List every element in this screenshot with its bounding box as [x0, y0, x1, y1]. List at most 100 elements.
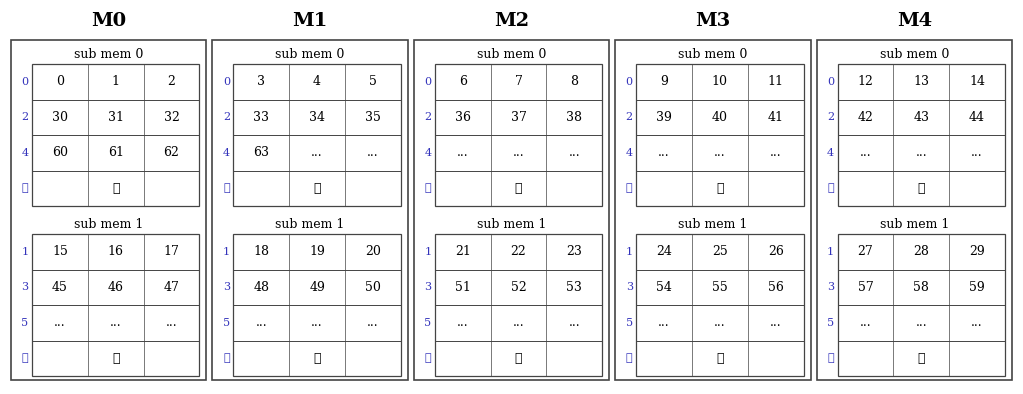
- Text: 1: 1: [112, 75, 120, 88]
- Text: 1: 1: [626, 247, 633, 257]
- Text: ⋮: ⋮: [112, 182, 120, 195]
- Text: 53: 53: [567, 281, 582, 294]
- Text: 5: 5: [626, 318, 633, 328]
- Text: sub mem 0: sub mem 0: [477, 48, 546, 61]
- Text: 37: 37: [510, 111, 527, 124]
- Text: ...: ...: [54, 316, 65, 329]
- Bar: [233, 234, 401, 376]
- Text: sub mem 1: sub mem 1: [678, 218, 748, 231]
- Text: ⋮: ⋮: [918, 182, 925, 195]
- Text: sub mem 0: sub mem 0: [880, 48, 949, 61]
- Text: 11: 11: [767, 75, 784, 88]
- Bar: [233, 64, 401, 206]
- Text: ...: ...: [311, 316, 323, 329]
- Text: 2: 2: [425, 112, 432, 122]
- Bar: [816, 40, 1012, 380]
- Text: ...: ...: [971, 316, 983, 329]
- Text: 28: 28: [914, 245, 929, 258]
- Text: 1: 1: [827, 247, 834, 257]
- Text: 4: 4: [827, 148, 834, 158]
- Text: 1: 1: [21, 247, 29, 257]
- Text: 4: 4: [21, 148, 29, 158]
- Text: ...: ...: [367, 146, 379, 159]
- Text: M3: M3: [696, 12, 730, 30]
- Text: 3: 3: [626, 282, 633, 292]
- Text: 14: 14: [969, 75, 985, 88]
- Text: ⋮: ⋮: [21, 353, 29, 363]
- Text: 4: 4: [223, 148, 230, 158]
- Text: ...: ...: [256, 316, 267, 329]
- Text: ...: ...: [714, 146, 725, 159]
- Text: ⋮: ⋮: [313, 182, 321, 195]
- Bar: [435, 64, 603, 206]
- Bar: [435, 234, 603, 376]
- Text: 3: 3: [425, 282, 432, 292]
- Text: 0: 0: [626, 77, 633, 87]
- Text: sub mem 1: sub mem 1: [74, 218, 143, 231]
- Text: ...: ...: [166, 316, 177, 329]
- Text: sub mem 1: sub mem 1: [275, 218, 345, 231]
- Text: 55: 55: [712, 281, 727, 294]
- Text: 21: 21: [455, 245, 471, 258]
- Text: 43: 43: [914, 111, 929, 124]
- Text: 5: 5: [369, 75, 376, 88]
- Text: 15: 15: [52, 245, 68, 258]
- Text: 36: 36: [454, 111, 471, 124]
- Text: 19: 19: [309, 245, 325, 258]
- Text: 2: 2: [21, 112, 29, 122]
- Text: 22: 22: [510, 245, 527, 258]
- Text: 5: 5: [827, 318, 834, 328]
- Text: ...: ...: [311, 146, 323, 159]
- Text: 42: 42: [857, 111, 874, 124]
- Text: 25: 25: [712, 245, 727, 258]
- Text: ...: ...: [859, 316, 872, 329]
- Text: M0: M0: [91, 12, 126, 30]
- Text: 59: 59: [969, 281, 985, 294]
- Text: ...: ...: [457, 146, 469, 159]
- Text: ⋮: ⋮: [828, 183, 834, 193]
- Text: 13: 13: [914, 75, 929, 88]
- Text: ⋮: ⋮: [626, 183, 632, 193]
- Text: 0: 0: [56, 75, 63, 88]
- Text: 1: 1: [425, 247, 432, 257]
- Text: 18: 18: [254, 245, 269, 258]
- Text: 3: 3: [223, 282, 230, 292]
- Text: 12: 12: [857, 75, 874, 88]
- Text: ⋮: ⋮: [515, 182, 523, 195]
- Text: 3: 3: [21, 282, 29, 292]
- Text: sub mem 1: sub mem 1: [477, 218, 546, 231]
- Text: M4: M4: [897, 12, 932, 30]
- Text: 47: 47: [164, 281, 179, 294]
- Text: 24: 24: [656, 245, 672, 258]
- Text: 38: 38: [567, 111, 582, 124]
- Text: ...: ...: [569, 146, 580, 159]
- Text: 0: 0: [21, 77, 29, 87]
- Text: 35: 35: [365, 111, 381, 124]
- Text: sub mem 0: sub mem 0: [275, 48, 345, 61]
- Text: ⋮: ⋮: [626, 353, 632, 363]
- Text: 4: 4: [313, 75, 321, 88]
- Text: 5: 5: [21, 318, 29, 328]
- Text: 8: 8: [570, 75, 578, 88]
- Text: 44: 44: [969, 111, 985, 124]
- Text: ⋮: ⋮: [223, 183, 230, 193]
- Bar: [636, 234, 804, 376]
- Bar: [838, 64, 1005, 206]
- Text: 31: 31: [107, 111, 124, 124]
- Bar: [636, 64, 804, 206]
- Text: 1: 1: [223, 247, 230, 257]
- Text: 3: 3: [827, 282, 834, 292]
- Text: 7: 7: [515, 75, 523, 88]
- Text: ⋮: ⋮: [716, 182, 723, 195]
- Bar: [615, 40, 810, 380]
- Text: 4: 4: [425, 148, 432, 158]
- Text: 3: 3: [258, 75, 265, 88]
- Text: 50: 50: [365, 281, 381, 294]
- Text: 0: 0: [827, 77, 834, 87]
- Bar: [413, 40, 610, 380]
- Bar: [32, 64, 199, 206]
- Text: 33: 33: [254, 111, 269, 124]
- Text: 46: 46: [107, 281, 124, 294]
- Bar: [838, 234, 1005, 376]
- Text: 58: 58: [914, 281, 929, 294]
